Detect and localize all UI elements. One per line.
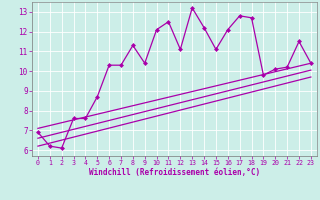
X-axis label: Windchill (Refroidissement éolien,°C): Windchill (Refroidissement éolien,°C)	[89, 168, 260, 177]
